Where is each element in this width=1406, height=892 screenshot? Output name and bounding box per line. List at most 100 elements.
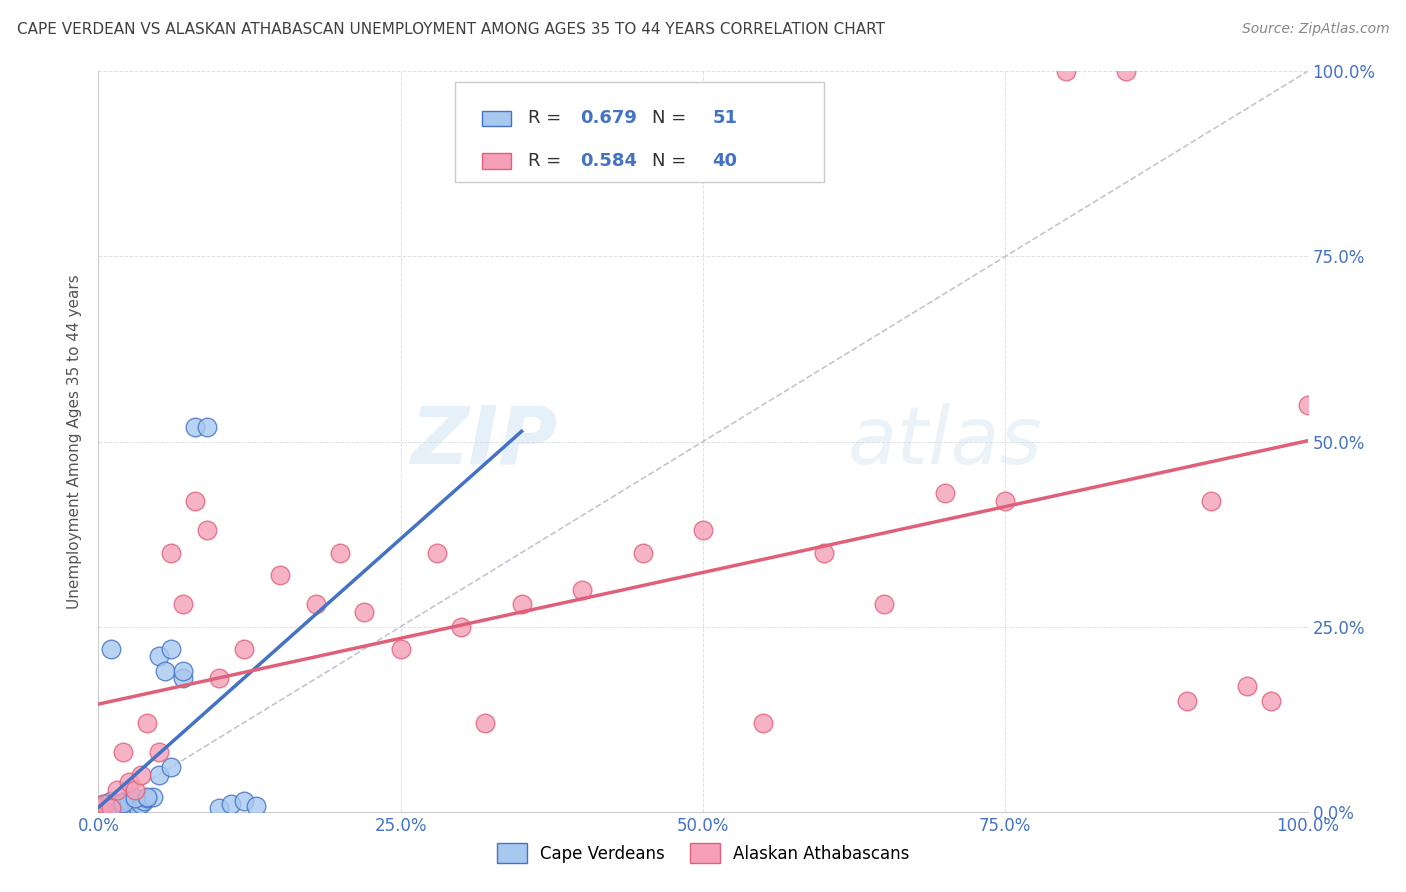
Point [195, 524, 218, 538]
Point [195, 419, 218, 434]
Point [93, 801, 115, 815]
Point [111, 797, 134, 812]
Point [100, 641, 122, 656]
FancyBboxPatch shape [456, 82, 824, 183]
Point [389, 641, 412, 656]
Point [91, 797, 114, 812]
Point [97, 797, 120, 812]
Point [100, 801, 122, 815]
Point [104, 801, 127, 815]
Point [153, 664, 176, 678]
Point [111, 746, 134, 760]
Point [105, 782, 128, 797]
Point [510, 598, 533, 612]
FancyBboxPatch shape [482, 153, 510, 169]
Point [631, 546, 654, 560]
Text: N =: N = [652, 152, 692, 169]
Point [160, 546, 183, 560]
Point [101, 797, 124, 812]
Point [450, 619, 472, 633]
Point [118, 775, 141, 789]
Y-axis label: Unemployment Among Ages 35 to 44 years: Unemployment Among Ages 35 to 44 years [67, 274, 83, 609]
Point [94, 797, 117, 812]
Point [100, 794, 122, 808]
Point [353, 605, 375, 619]
Point [127, 798, 149, 813]
Point [813, 546, 835, 560]
Point [100, 801, 122, 815]
Point [105, 797, 128, 812]
Point [184, 493, 207, 508]
Point [87, 801, 110, 815]
Point [121, 789, 143, 804]
FancyBboxPatch shape [482, 111, 510, 126]
Text: CAPE VERDEAN VS ALASKAN ATHABASCAN UNEMPLOYMENT AMONG AGES 35 TO 44 YEARS CORREL: CAPE VERDEAN VS ALASKAN ATHABASCAN UNEMP… [17, 22, 884, 37]
Point [91, 798, 114, 813]
Point [208, 801, 231, 815]
Point [172, 672, 194, 686]
Point [87, 801, 110, 815]
Point [124, 782, 146, 797]
Point [1236, 679, 1258, 693]
Point [118, 794, 141, 808]
Point [111, 796, 134, 810]
Point [329, 546, 352, 560]
Point [245, 798, 267, 813]
Point [100, 798, 122, 813]
Point [97, 798, 120, 813]
Point [148, 746, 170, 760]
Text: 40: 40 [713, 152, 738, 169]
Text: 0.584: 0.584 [579, 152, 637, 169]
Point [93, 797, 115, 812]
Point [1175, 694, 1198, 708]
Point [426, 546, 449, 560]
Point [305, 598, 328, 612]
Point [90, 801, 112, 815]
Point [111, 798, 134, 813]
Point [172, 598, 194, 612]
Point [692, 524, 714, 538]
Point [107, 798, 129, 813]
Point [1054, 64, 1077, 78]
Point [1296, 398, 1319, 412]
Point [1260, 694, 1282, 708]
Point [873, 598, 896, 612]
Point [93, 798, 115, 813]
Legend: Cape Verdeans, Alaskan Athabascans: Cape Verdeans, Alaskan Athabascans [489, 837, 917, 870]
Point [124, 791, 146, 805]
Point [1115, 64, 1137, 78]
Point [474, 715, 496, 730]
Point [96, 801, 118, 815]
Point [98, 801, 121, 815]
Point [135, 715, 157, 730]
Point [105, 801, 128, 815]
Point [108, 797, 131, 812]
Point [135, 789, 157, 804]
Point [135, 791, 157, 805]
Point [1199, 493, 1222, 508]
Point [184, 419, 207, 434]
Point [232, 641, 254, 656]
Point [571, 582, 593, 597]
Point [148, 767, 170, 781]
Point [142, 789, 165, 804]
Point [129, 767, 152, 781]
Point [160, 760, 183, 774]
Point [108, 801, 131, 815]
Point [221, 797, 243, 812]
Text: atlas: atlas [848, 402, 1043, 481]
Text: N =: N = [652, 109, 692, 127]
Text: 51: 51 [713, 109, 738, 127]
Point [103, 798, 125, 813]
Point [994, 493, 1017, 508]
Point [114, 794, 136, 808]
Point [269, 567, 291, 582]
Point [934, 486, 956, 500]
Text: R =: R = [527, 152, 567, 169]
Point [129, 797, 152, 812]
Text: R =: R = [527, 109, 567, 127]
Text: ZIP: ZIP [411, 402, 558, 481]
Text: 0.679: 0.679 [579, 109, 637, 127]
Point [118, 797, 141, 812]
Point [134, 794, 156, 808]
